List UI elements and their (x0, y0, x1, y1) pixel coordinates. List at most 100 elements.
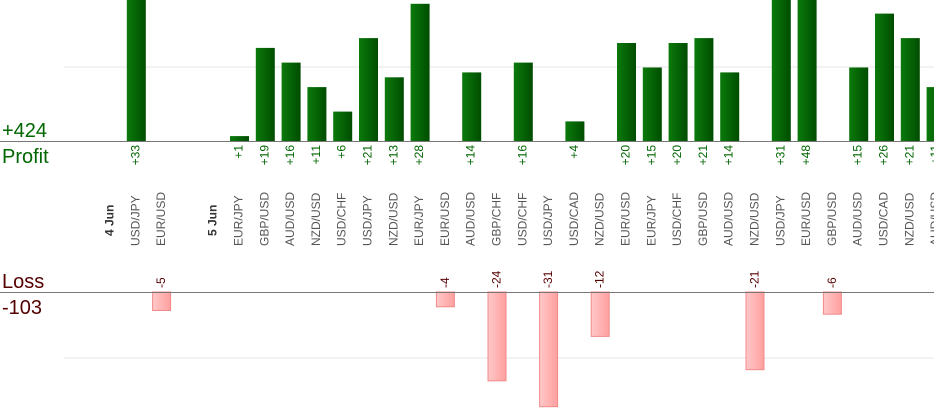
category-label: AUD/USD (722, 192, 736, 246)
category-label: USD/JPY (361, 195, 375, 246)
loss-bar (822, 291, 842, 315)
profit-value-label: +14 (722, 145, 736, 166)
category-label: NZD/USD (902, 192, 916, 246)
profit-value-label: +31 (773, 145, 787, 166)
profit-value-label: +6 (335, 145, 349, 159)
loss-bar (590, 291, 610, 337)
profit-bar (384, 77, 404, 141)
profit-bar (513, 62, 533, 141)
loss-total: -103 (2, 297, 42, 319)
loss-value-label: -12 (593, 270, 607, 288)
category-label: EUR/USD (438, 192, 452, 246)
category-label: AUD/USD (464, 192, 478, 246)
profit-bar (849, 67, 869, 141)
loss-value-label: -5 (154, 277, 168, 288)
profit-value-label: +11 (928, 145, 934, 165)
profit-bar (281, 62, 301, 141)
profit-bar (307, 87, 327, 141)
category-label: NZD/USD (386, 192, 400, 246)
category-label: USD/JPY (541, 195, 555, 246)
loss-value-label: -4 (438, 277, 452, 288)
loss-label: Loss (2, 271, 44, 293)
profit-bar (668, 43, 688, 141)
category-label: AUD/USD (283, 192, 297, 246)
loss-value-label: -6 (825, 277, 839, 288)
category-label: GBP/USD (696, 192, 710, 246)
profit-total: +424 (2, 120, 47, 142)
loss-bar (435, 291, 455, 308)
profit-label: Profit (2, 146, 49, 168)
profit-value-label: +16 (515, 145, 529, 166)
profit-value-label: +21 (902, 145, 916, 166)
category-label: NZD/USD (309, 192, 323, 246)
date-marker: 4 Jun (103, 205, 117, 236)
profit-bar (126, 0, 146, 141)
category-label: AUD/USD (851, 192, 865, 246)
loss-value-labels: -5 -4 -24 -31 -12 -21 -6 (154, 270, 839, 288)
profit-value-label: +33 (128, 145, 142, 166)
profit-bar (333, 111, 353, 141)
loss-value-label: -31 (541, 270, 555, 288)
category-label: USD/JPY (128, 195, 142, 246)
category-label: USD/CHF (670, 193, 684, 246)
profit-value-label: +20 (670, 145, 684, 166)
profit-bar (642, 67, 662, 141)
profit-value-label: +14 (464, 145, 478, 166)
profit-value-label: +15 (644, 145, 658, 166)
profit-bar (410, 3, 430, 141)
category-label: USD/CHF (515, 193, 529, 246)
category-label: USD/CAD (877, 192, 891, 246)
profit-value-label: +48 (799, 145, 813, 166)
profit-bar (926, 87, 934, 141)
loss-value-label: -24 (490, 270, 504, 288)
category-label: EUR/USD (619, 192, 633, 246)
loss-bars (152, 291, 842, 408)
category-label: EUR/USD (154, 192, 168, 246)
loss-bar (539, 291, 559, 408)
profit-value-label: +26 (877, 145, 891, 166)
category-label: GBP/USD (257, 192, 271, 246)
profit-value-label: +21 (361, 145, 375, 166)
profit-value-label: +21 (696, 145, 710, 166)
profit-value-label: +20 (619, 145, 633, 166)
profit-value-label: +19 (257, 145, 271, 166)
profit-value-label: +13 (386, 145, 400, 166)
category-label: USD/JPY (773, 195, 787, 246)
profit-bar (565, 121, 585, 141)
loss-bar (487, 291, 507, 382)
profit-bar (875, 13, 894, 142)
profit-bar (359, 38, 378, 141)
category-label: AUD/USD (928, 192, 934, 246)
category-label: EUR/JPY (412, 195, 426, 246)
category-labels: 4 Jun USD/JPY EUR/USD 5 Jun EUR/JPY GBP/USD AU… (103, 192, 934, 246)
profit-value-label: +4 (567, 145, 581, 159)
profit-bar (771, 0, 791, 141)
profit-value-label: +1 (232, 145, 246, 159)
profit-bars (126, 0, 934, 142)
category-label: USD/CAD (567, 192, 581, 246)
category-label: EUR/JPY (644, 195, 658, 246)
profit-value-label: +28 (412, 145, 426, 166)
date-marker: 5 Jun (206, 205, 220, 236)
profit-bar (462, 72, 482, 141)
profit-bar (230, 136, 249, 141)
category-label: EUR/JPY (232, 195, 246, 246)
category-label: USD/CHF (335, 193, 349, 246)
profit-bar (797, 0, 817, 141)
loss-bar (745, 291, 765, 371)
loss-value-label: -21 (748, 270, 762, 288)
category-label: GBP/USD (825, 192, 839, 246)
profit-value-label: +16 (283, 145, 297, 166)
loss-bar (152, 291, 172, 311)
profit-bar (900, 38, 920, 141)
profit-value-labels: +33 +1 +19 +16 +11 +6 +21 +13 +28 +14 +16 +4 +20 +15 +… (128, 145, 934, 166)
category-label: NZD/USD (748, 192, 762, 246)
category-label: GBP/CHF (490, 193, 504, 246)
category-label: EUR/USD (799, 192, 813, 246)
category-label: NZD/USD (593, 192, 607, 246)
profit-bar (255, 47, 275, 141)
profit-value-label: +15 (851, 145, 865, 166)
profit-bar (694, 38, 714, 141)
profit-bar (617, 43, 636, 141)
